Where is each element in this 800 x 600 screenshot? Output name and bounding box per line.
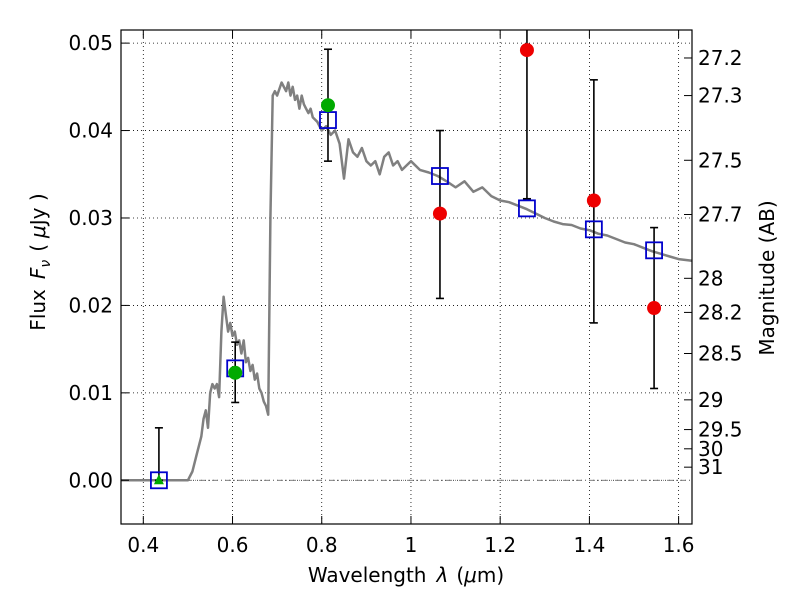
magnitude-tick-label: 27.7: [698, 202, 743, 226]
x-tick-label: 1.2: [484, 533, 516, 557]
magnitude-tick-label: 29.5: [698, 418, 743, 442]
x-tick-label: 0.4: [127, 533, 159, 557]
plot-background: [121, 30, 692, 524]
magnitude-tick-label: 28.2: [698, 300, 743, 324]
model-flux-square: [645, 241, 663, 260]
observed-flux-point: [432, 206, 447, 221]
y-tick-label: 0.05: [68, 31, 113, 55]
y-tick-label: 0.00: [68, 468, 113, 492]
magnitude-tick-label: 27.2: [698, 46, 743, 70]
model-flux-square: [431, 167, 449, 185]
model-photometry-layer: [150, 111, 663, 490]
model-flux-square: [584, 220, 603, 239]
observed-flux-point: [228, 365, 243, 380]
y-tick-labels: 0.00 0.01 0.02 0.03 0.04 0.05: [68, 31, 113, 492]
observed-flux-point: [647, 301, 662, 316]
model-spectrum-line: [121, 81, 693, 482]
x-tick-label: 1.6: [663, 533, 695, 557]
y-tick-label: 0.03: [68, 206, 113, 230]
model-spectrum-layer: [121, 81, 693, 482]
x-tick-label: 1: [405, 533, 418, 557]
y-tick-label: 0.02: [68, 293, 113, 317]
x-tick-labels: 0.4 0.6 0.8 1 1.2 1.4 1.6: [127, 533, 694, 557]
observed-upper-limit-triangle: [153, 474, 164, 485]
y-tick-label: 0.04: [68, 119, 113, 143]
y-tick-label: 0.01: [68, 381, 113, 405]
magnitude-tick-label: 27.3: [698, 84, 743, 108]
plot-frame: [120, 29, 693, 525]
x-tick-label: 0.6: [217, 533, 249, 557]
magnitude-tick-label: 31: [698, 455, 723, 479]
observed-flux-point: [320, 98, 335, 113]
model-flux-square: [150, 471, 168, 490]
magnitude-tick-label: 30: [698, 437, 723, 461]
y-axis-label: FluxFν(μJy ): [26, 193, 54, 330]
tick-marks: [121, 30, 692, 524]
y2-axis-label: Magnitude (AB): [755, 200, 779, 355]
observed-flux-point: [586, 193, 601, 208]
magnitude-tick-label: 28: [698, 266, 723, 290]
x-tick-label: 0.8: [306, 533, 338, 557]
observed-points-layer: [153, 43, 662, 485]
model-flux-square: [518, 199, 536, 218]
x-tick-label: 1.4: [573, 533, 605, 557]
magnitude-tick-label: 29: [698, 388, 723, 412]
magnitude-tick-label: 28.5: [698, 342, 743, 366]
x-axis-label: Wavelength λ (μm): [308, 563, 504, 587]
observed-flux-point: [519, 43, 534, 58]
magnitude-tick-label: 27.5: [698, 148, 743, 172]
